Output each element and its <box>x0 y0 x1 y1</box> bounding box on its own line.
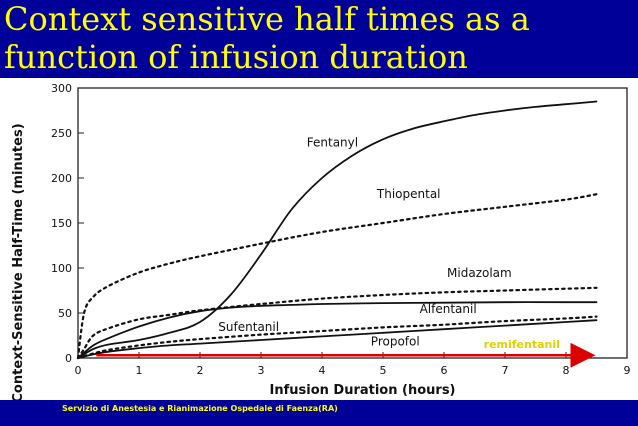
y-tick-label: 150 <box>51 217 72 230</box>
x-tick-label: 3 <box>258 364 265 377</box>
x-tick-label: 0 <box>75 364 82 377</box>
x-tick-label: 8 <box>563 364 570 377</box>
series-line-alfentanil <box>77 301 598 359</box>
annotation-layer: remifentanil <box>96 338 596 368</box>
chart-panel: 0 50 100 150 200 250 300 0 1 2 3 4 5 6 7 8 9 Fentanyl Thi… <box>0 78 638 400</box>
y-tick-label: 0 <box>65 352 72 365</box>
y-tick-label: 300 <box>51 82 72 95</box>
series-label-propofol: Propofol <box>371 334 420 348</box>
y-tick-label: 200 <box>51 172 72 185</box>
x-tick-label: 7 <box>502 364 509 377</box>
y-tick-label: 250 <box>51 127 72 140</box>
title-line-2: function of infusion duration <box>4 38 468 76</box>
title-line-1: Context sensitive half times as a <box>4 0 530 38</box>
x-tick-label: 9 <box>624 364 631 377</box>
series-line-midazolam <box>76 286 598 360</box>
slide-footer: Servizio di Anestesia e Rianimazione Osp… <box>62 404 338 413</box>
half-time-chart: 0 50 100 150 200 250 300 0 1 2 3 4 5 6 7 8 9 Fentanyl Thi… <box>11 82 631 400</box>
series-line-fentanyl <box>77 100 598 359</box>
y-axis-label: Context-Sensitive Half-Time (minutes) <box>11 123 26 400</box>
x-tick-label: 1 <box>136 364 143 377</box>
x-tick-label: 2 <box>197 364 204 377</box>
x-tick-label: 6 <box>441 364 448 377</box>
series-label-fentanyl: Fentanyl <box>307 136 358 150</box>
series-line-propofol <box>77 319 598 359</box>
series-line-thiopental <box>76 193 598 360</box>
x-tick-label: 4 <box>319 364 326 377</box>
series-layer: Fentanyl Thiopental Midazolam Alfentanil Suf… <box>76 100 598 360</box>
annotation-label-remifentanil: remifentanil <box>484 338 560 351</box>
plot-frame <box>77 87 628 359</box>
slide-title: Context sensitive half times as a functi… <box>4 0 634 76</box>
y-tick-label: 100 <box>51 262 72 275</box>
series-label-sufentanil: Sufentanil <box>218 320 279 334</box>
chart-axes: 0 50 100 150 200 250 300 0 1 2 3 4 5 6 7 8 9 <box>51 82 631 377</box>
x-tick-label: 5 <box>380 364 387 377</box>
y-tick-label: 50 <box>58 307 72 320</box>
x-axis-label: Infusion Duration (hours) <box>270 383 456 398</box>
series-line-sufentanil <box>76 315 598 360</box>
series-label-alfentanil: Alfentanil <box>420 302 477 316</box>
series-label-midazolam: Midazolam <box>447 266 512 280</box>
series-label-thiopental: Thiopental <box>376 187 441 201</box>
